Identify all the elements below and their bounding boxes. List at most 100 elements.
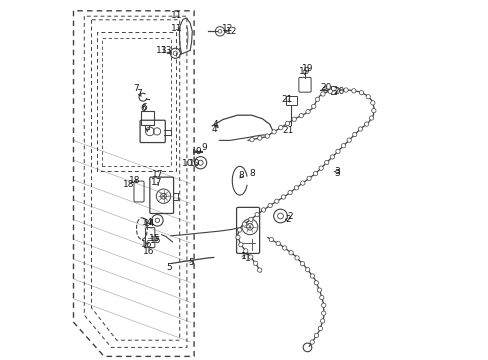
Text: 17: 17 [150, 179, 162, 188]
Circle shape [309, 274, 314, 278]
Text: 6: 6 [141, 103, 147, 112]
Text: 6: 6 [140, 104, 145, 113]
Circle shape [319, 296, 324, 300]
Circle shape [313, 171, 317, 176]
Text: 12: 12 [221, 24, 232, 33]
Text: 4: 4 [212, 120, 218, 129]
Text: 21: 21 [282, 126, 293, 135]
Circle shape [320, 319, 324, 323]
Circle shape [321, 303, 325, 307]
Circle shape [346, 138, 350, 142]
Bar [285, 96, 296, 105]
Circle shape [335, 149, 340, 153]
Circle shape [364, 122, 368, 126]
Circle shape [311, 104, 315, 108]
Text: 14: 14 [144, 219, 155, 228]
Circle shape [370, 101, 374, 105]
Text: 9: 9 [195, 147, 201, 156]
Circle shape [278, 126, 283, 130]
Text: 3: 3 [334, 169, 340, 178]
Text: 19: 19 [302, 64, 313, 73]
Text: 13: 13 [156, 46, 167, 55]
Circle shape [294, 186, 298, 190]
Circle shape [282, 246, 286, 250]
Circle shape [242, 222, 246, 226]
Circle shape [276, 241, 280, 246]
Circle shape [318, 327, 322, 331]
Text: 11: 11 [171, 24, 182, 33]
Circle shape [313, 281, 318, 285]
Circle shape [300, 261, 304, 266]
Circle shape [268, 237, 273, 242]
Circle shape [288, 251, 293, 255]
Circle shape [305, 267, 309, 272]
Circle shape [257, 136, 262, 140]
Text: 5: 5 [188, 258, 194, 267]
Text: 7: 7 [133, 84, 139, 93]
Text: 21: 21 [281, 95, 292, 104]
Text: 3: 3 [333, 167, 339, 176]
Text: 16: 16 [141, 240, 152, 249]
Circle shape [243, 249, 247, 253]
Circle shape [238, 243, 243, 247]
Circle shape [249, 138, 254, 142]
Text: 8: 8 [238, 171, 244, 180]
Circle shape [300, 181, 305, 185]
Circle shape [264, 134, 269, 138]
Text: 19: 19 [299, 67, 310, 76]
Circle shape [320, 92, 325, 96]
Text: 7: 7 [136, 89, 142, 98]
Circle shape [305, 109, 309, 114]
Circle shape [291, 117, 296, 121]
Circle shape [341, 144, 345, 148]
Text: 17: 17 [152, 170, 163, 179]
Text: 2: 2 [287, 212, 293, 221]
Text: 10: 10 [189, 159, 200, 168]
Circle shape [324, 160, 328, 165]
Text: 15: 15 [149, 236, 161, 245]
Circle shape [314, 333, 318, 338]
Circle shape [329, 155, 334, 159]
Text: 12: 12 [225, 27, 237, 36]
Circle shape [351, 89, 355, 93]
Circle shape [352, 132, 356, 137]
Circle shape [261, 208, 265, 212]
Circle shape [255, 212, 259, 217]
Text: 11: 11 [171, 11, 182, 20]
Circle shape [237, 228, 241, 232]
Text: 5: 5 [166, 263, 171, 272]
Text: 1: 1 [244, 254, 250, 263]
Circle shape [358, 127, 362, 131]
Circle shape [274, 199, 278, 203]
Circle shape [294, 256, 299, 260]
Circle shape [281, 195, 285, 199]
Circle shape [327, 89, 332, 94]
Circle shape [335, 88, 340, 92]
Circle shape [371, 108, 375, 113]
Circle shape [299, 113, 303, 118]
Text: 13: 13 [161, 46, 172, 55]
Text: 16: 16 [142, 248, 154, 256]
Text: 1: 1 [240, 252, 246, 261]
Circle shape [366, 95, 369, 99]
Circle shape [321, 311, 325, 315]
Circle shape [315, 97, 319, 102]
Bar [141, 111, 153, 125]
Circle shape [253, 261, 257, 265]
Text: 2: 2 [285, 215, 291, 224]
Text: 20: 20 [333, 87, 344, 96]
Text: 9: 9 [201, 143, 206, 152]
Text: 20: 20 [320, 83, 331, 92]
Circle shape [257, 268, 261, 272]
Circle shape [368, 116, 373, 120]
Circle shape [309, 340, 314, 344]
Circle shape [271, 130, 276, 134]
Text: 18: 18 [123, 180, 134, 189]
Text: 8: 8 [249, 169, 255, 178]
Circle shape [287, 190, 292, 195]
Circle shape [248, 255, 252, 259]
Text: 14: 14 [142, 217, 153, 227]
Text: 4: 4 [211, 125, 216, 134]
Circle shape [359, 90, 363, 95]
Text: 15: 15 [148, 234, 160, 243]
